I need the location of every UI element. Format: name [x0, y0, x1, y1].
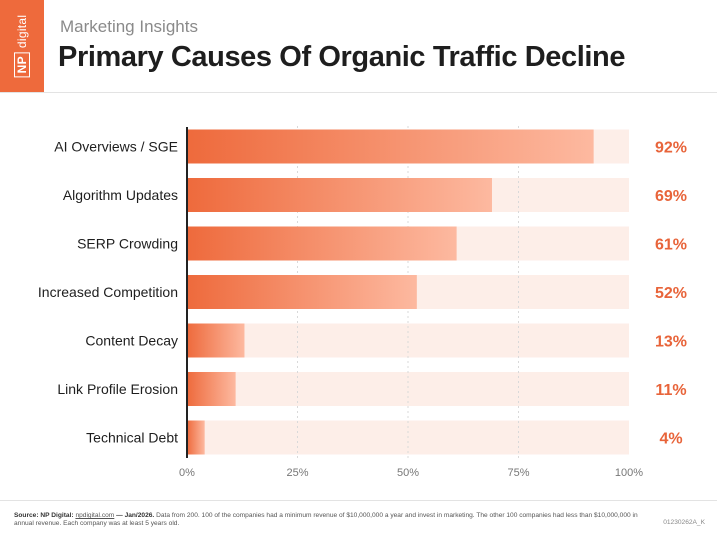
- bar-chart: AI Overviews / SGE Algorithm Updates SERP …: [38, 126, 687, 479]
- value-label: 61%: [655, 237, 687, 254]
- value-label: 4%: [659, 431, 682, 448]
- category-label: SERP Crowding: [77, 236, 178, 252]
- source-note: Source: NP Digital: npdigital.com — Jan/…: [14, 512, 654, 528]
- bar: [187, 372, 236, 406]
- source-label: Source: NP Digital:: [14, 512, 74, 519]
- source-description: Data from 200. 100 of the companies had …: [14, 512, 638, 527]
- category-label: Link Profile Erosion: [57, 381, 178, 397]
- category-label: Technical Debt: [86, 430, 178, 446]
- brand-logo: NP digital: [0, 0, 44, 92]
- x-tick-label: 0%: [179, 467, 195, 479]
- category-label: Algorithm Updates: [63, 187, 178, 203]
- supertitle: Marketing Insights: [60, 17, 198, 36]
- value-label: 52%: [655, 285, 687, 302]
- x-tick-label: 100%: [615, 467, 643, 479]
- category-label: Increased Competition: [38, 284, 178, 300]
- bar: [187, 323, 245, 358]
- bar: [187, 129, 594, 164]
- source-link[interactable]: npdigital.com: [75, 512, 115, 519]
- document-code: 01230262A_K: [663, 519, 705, 526]
- x-tick-label: 25%: [286, 467, 308, 479]
- bar: [187, 226, 457, 261]
- bar: [187, 178, 492, 212]
- brand-logo-box: NP: [14, 52, 30, 78]
- x-tick-labels: 0% 25% 50% 75% 100%: [179, 467, 643, 479]
- bar: [187, 420, 205, 455]
- header-divider: [0, 92, 717, 93]
- category-label: Content Decay: [85, 333, 178, 349]
- footer-divider: [0, 500, 717, 501]
- brand-logo-name: digital: [15, 14, 29, 49]
- page-title: Primary Causes Of Organic Traffic Declin…: [58, 41, 626, 73]
- bar: [187, 275, 417, 309]
- value-label: 69%: [655, 188, 687, 205]
- value-label: 11%: [655, 382, 686, 399]
- value-label: 13%: [655, 334, 687, 351]
- x-tick-label: 50%: [397, 467, 419, 479]
- bars: [187, 129, 594, 455]
- category-labels: AI Overviews / SGE Algorithm Updates SERP …: [38, 139, 178, 446]
- source-date: — Jan/2026.: [114, 512, 155, 519]
- value-labels: 92% 69% 61% 52% 13% 11% 4%: [655, 140, 687, 448]
- brand-logo-text: NP digital: [14, 14, 30, 78]
- value-label: 92%: [655, 140, 687, 157]
- category-label: AI Overviews / SGE: [54, 139, 178, 155]
- x-tick-label: 75%: [507, 467, 529, 479]
